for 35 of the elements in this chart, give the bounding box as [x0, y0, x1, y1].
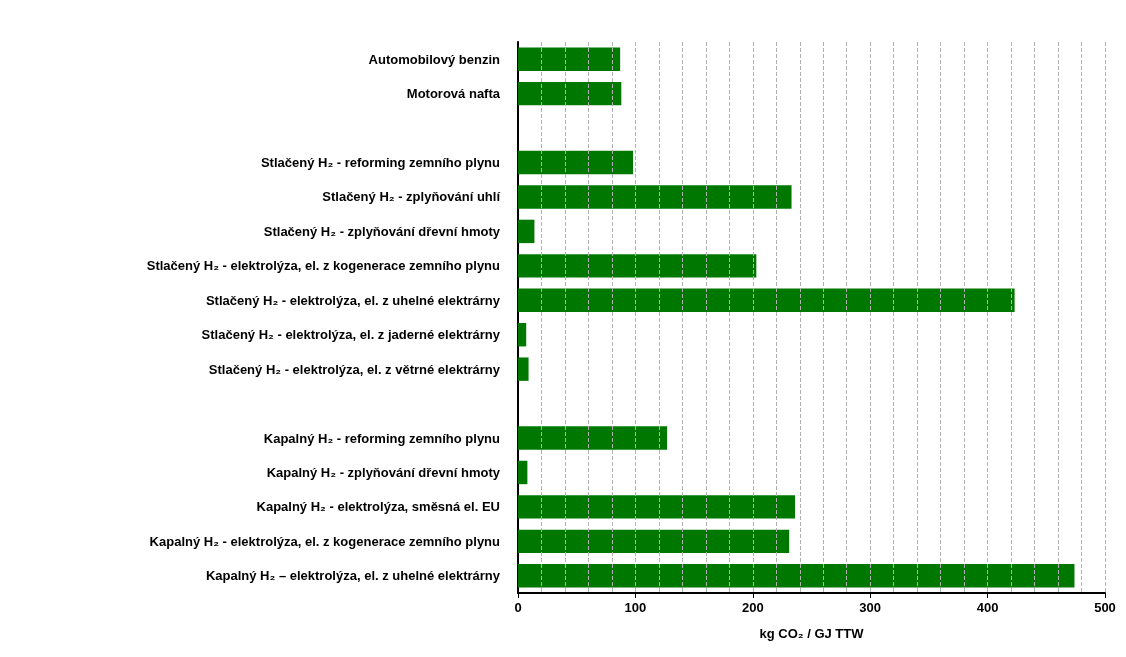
y-tick-label: Stlačený H₂ - reforming zemního plynu	[260, 155, 501, 171]
bar	[518, 219, 535, 244]
x-tick-label: 300	[859, 600, 882, 615]
y-tick-label: Stlačený H₂ - zplyňování uhlí	[322, 189, 501, 205]
bar	[518, 47, 621, 71]
bar	[518, 288, 1015, 312]
bar	[518, 150, 634, 175]
x-tick-label: 500	[1094, 600, 1116, 615]
y-tick-label: Kapalný H₂ - elektrolýza, směsná el. EU	[256, 499, 500, 515]
y-tick-label: Stlačený H₂ - elektrolýza, el. z kogenerace zemního plynu	[146, 258, 501, 274]
y-tick-label: Stlačený H₂ - elektrolýza, el. z uhelné elektrárny	[205, 292, 501, 308]
x-tick-label: 0	[514, 600, 522, 615]
y-tick-label: Motorová nafta	[406, 86, 501, 102]
bar	[518, 81, 622, 106]
y-tick-label: Kapalný H₂ - reforming zemního plynu	[263, 430, 501, 446]
bar	[518, 495, 796, 519]
x-axis-title: kg CO₂ / GJ TTW	[759, 626, 865, 641]
x-tick-label: 200	[741, 600, 764, 615]
bar	[518, 564, 1075, 588]
y-tick-label: Stlačený H₂ - elektrolýza, el. z jaderné elektrárny	[201, 327, 501, 343]
bar	[518, 254, 757, 278]
y-tick-label: Kapalný H₂ - elektrolýza, el. z kogenerace zemního plynu	[149, 533, 501, 549]
bar	[518, 529, 790, 554]
bar	[518, 185, 792, 209]
y-tick-label: Kapalný H₂ – elektrolýza, el. z uhelné elektrárny	[205, 568, 501, 584]
y-tick-label: Stlačený H₂ - elektrolýza, el. z větrné elektrárny	[208, 361, 501, 377]
bar	[518, 426, 668, 450]
x-tick-label: 400	[976, 600, 999, 615]
y-tick-label: Automobilový benzin	[368, 51, 501, 67]
y-tick-label: Stlačený H₂ - zplyňování dřevní hmoty	[263, 223, 501, 239]
x-tick-label: 100	[624, 600, 647, 615]
bar	[518, 323, 527, 347]
bar	[518, 460, 528, 485]
bar	[518, 357, 529, 381]
y-tick-label: Kapalný H₂ - zplyňování dřevní hmoty	[266, 464, 501, 480]
